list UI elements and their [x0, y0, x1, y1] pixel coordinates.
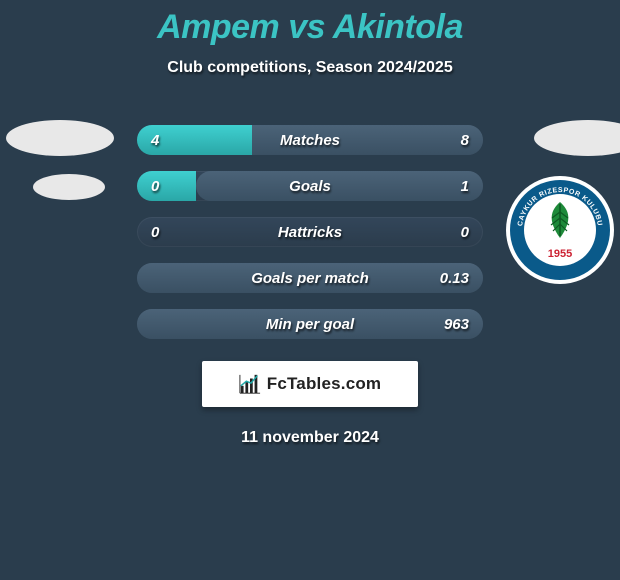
- stat-label: Matches: [137, 125, 483, 155]
- bar-chart-icon: [239, 373, 261, 395]
- stat-label: Hattricks: [137, 217, 483, 247]
- stat-value-right: 0.13: [440, 263, 469, 293]
- stat-row: Min per goal963: [137, 309, 483, 339]
- title-vs: vs: [288, 8, 325, 46]
- title-player1: Ampem: [157, 8, 279, 46]
- date-text: 11 november 2024: [0, 429, 620, 447]
- stat-row: Hattricks0 0: [137, 217, 483, 247]
- badge-arc-text: CAYKUR RIZESPOR KULUBU: [510, 180, 610, 280]
- stat-rows: Matches48Goals01Hattricks00Goals per mat…: [137, 125, 483, 339]
- stat-value-left: 0: [151, 171, 159, 201]
- badge-ring: [510, 180, 610, 280]
- title-player2: Akintola: [333, 8, 463, 46]
- stat-row: Matches4 8: [137, 125, 483, 155]
- player2-silhouette: [534, 120, 620, 156]
- svg-text:CAYKUR RIZESPOR KULUBU: CAYKUR RIZESPOR KULUBU: [517, 187, 603, 227]
- player2-club-badge: CAYKUR RIZESPOR KULUBU 1955: [510, 180, 610, 280]
- page-title: Ampem vs Akintola: [0, 0, 620, 47]
- stat-row: Goals per match0.13: [137, 263, 483, 293]
- stat-label: Min per goal: [137, 309, 483, 339]
- player1-club-silhouette: [33, 174, 105, 200]
- brand-text: FcTables.com: [267, 374, 382, 394]
- stat-value-left: 0: [151, 217, 159, 247]
- stat-value-left: 4: [151, 125, 159, 155]
- badge-year: 1955: [510, 248, 610, 260]
- stat-value-right: 8: [461, 125, 469, 155]
- badge-inner: [524, 194, 596, 266]
- stat-value-right: 963: [444, 309, 469, 339]
- leaf-icon: [537, 198, 583, 249]
- stat-label: Goals: [137, 171, 483, 201]
- stat-row: Goals0 1: [137, 171, 483, 201]
- player1-silhouette: [6, 120, 114, 156]
- stat-label: Goals per match: [137, 263, 483, 293]
- stat-value-right: 0: [461, 217, 469, 247]
- brand-box: FcTables.com: [202, 361, 418, 407]
- stat-value-right: 1: [461, 171, 469, 201]
- subtitle: Club competitions, Season 2024/2025: [0, 59, 620, 77]
